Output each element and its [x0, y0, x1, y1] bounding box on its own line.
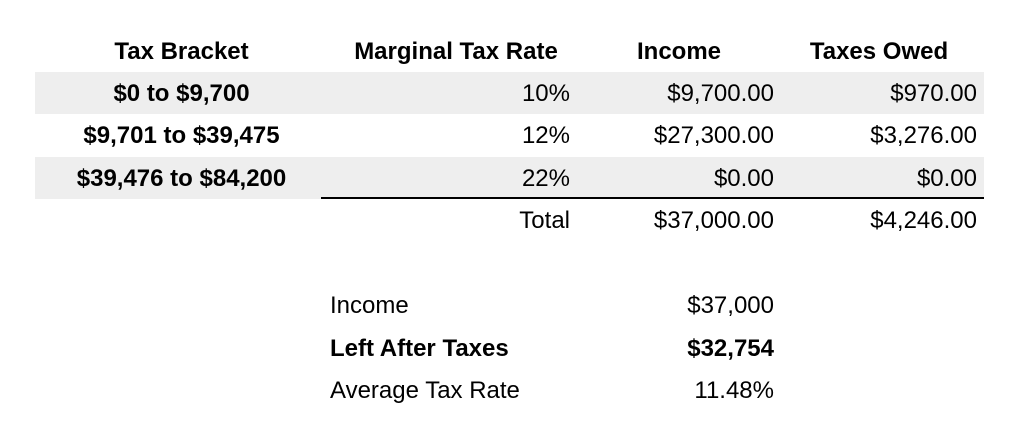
table-row-3-rate: 22%	[521, 165, 570, 192]
total-taxes: $4,246.00	[870, 207, 977, 234]
table-row-1-income: $9,700.00	[667, 80, 774, 107]
summary-income-label: Income	[330, 292, 409, 319]
row-3-background	[35, 157, 984, 199]
table-row-3-bracket: $39,476 to $84,200	[76, 165, 287, 192]
table-row-1-taxes: $970.00	[890, 80, 977, 107]
row-1-background	[35, 72, 984, 114]
table-row-2-bracket: $9,701 to $39,475	[83, 122, 280, 149]
table-row-2-income: $27,300.00	[653, 122, 774, 149]
header-marginal-tax-rate: Marginal Tax Rate	[354, 38, 558, 65]
summary-income-value: $37,000	[687, 292, 774, 319]
total-divider	[321, 197, 984, 199]
table-row-2-taxes: $3,276.00	[870, 122, 977, 149]
total-income: $37,000.00	[653, 207, 774, 234]
header-income: Income	[636, 38, 722, 65]
header-tax-bracket: Tax Bracket	[114, 38, 249, 65]
table-row-3-taxes: $0.00	[916, 165, 977, 192]
header-taxes-owed: Taxes Owed	[809, 38, 949, 65]
summary-average-tax-rate-value: 11.48%	[694, 377, 774, 404]
summary-average-tax-rate-label: Average Tax Rate	[330, 377, 520, 404]
total-label: Total	[519, 207, 570, 234]
table-row-1-rate: 10%	[521, 80, 570, 107]
table-row-3-income: $0.00	[713, 165, 774, 192]
summary-left-after-taxes-value: $32,754	[687, 335, 774, 362]
table-row-2-rate: 12%	[521, 122, 570, 149]
table-row-1-bracket: $0 to $9,700	[113, 80, 250, 107]
summary-left-after-taxes-label: Left After Taxes	[330, 335, 509, 362]
